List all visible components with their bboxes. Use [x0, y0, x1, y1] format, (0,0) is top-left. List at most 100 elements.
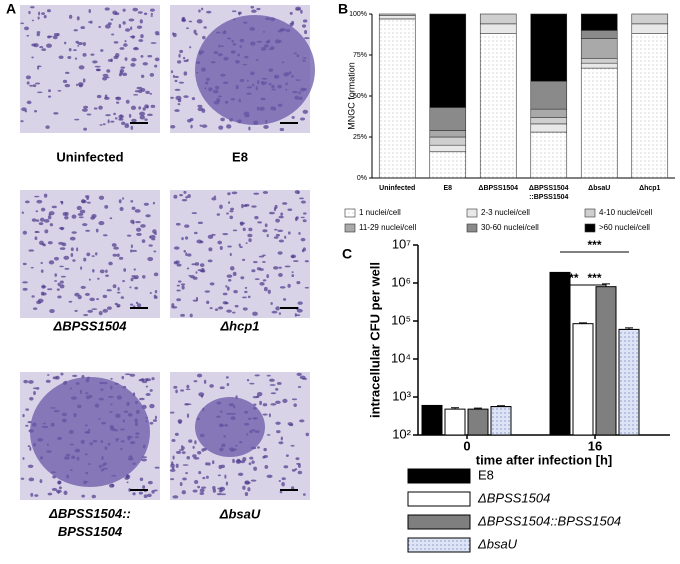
- cell: [150, 104, 156, 108]
- cell: [176, 298, 182, 302]
- cell: [180, 313, 185, 317]
- cell: [121, 121, 126, 126]
- cell: [151, 377, 155, 381]
- cell: [181, 451, 186, 454]
- cell: [43, 219, 50, 223]
- cell: [195, 296, 199, 301]
- cell: [150, 12, 154, 16]
- cell: [105, 114, 111, 117]
- cell: [29, 446, 32, 451]
- cell: [185, 403, 192, 406]
- cell: [250, 479, 257, 482]
- cell: [276, 430, 281, 434]
- cell: [118, 24, 122, 29]
- cell: [287, 283, 291, 288]
- x-tick-label: 16: [588, 438, 602, 453]
- cell: [122, 279, 125, 283]
- cell: [201, 486, 207, 489]
- y-tick-label: 50%: [353, 93, 367, 100]
- cell: [95, 228, 99, 233]
- cell: [68, 300, 73, 303]
- cell: [258, 255, 265, 258]
- error-bar: [474, 407, 482, 410]
- caption: Δhcp1: [219, 318, 259, 333]
- cell: [33, 391, 36, 396]
- cell: [171, 461, 174, 465]
- cell: [102, 76, 108, 81]
- cell: [186, 58, 189, 61]
- cell: [217, 474, 221, 477]
- cell: [38, 11, 41, 16]
- cell: [60, 372, 64, 376]
- cell: [21, 107, 27, 112]
- cell: [48, 89, 51, 93]
- cell: [57, 490, 60, 494]
- cell: [131, 249, 138, 252]
- significance: ***: [564, 271, 578, 285]
- cell: [232, 311, 236, 314]
- cell: [68, 14, 73, 19]
- cell: [209, 282, 215, 286]
- cell: [239, 246, 243, 249]
- cell: [178, 420, 182, 424]
- cell: [254, 374, 260, 377]
- cell: [170, 96, 174, 99]
- cell: [123, 43, 128, 47]
- cell: [183, 71, 188, 76]
- cell: [52, 376, 58, 380]
- cell: [53, 256, 59, 261]
- cell: [24, 26, 30, 31]
- cell: [218, 464, 222, 470]
- cell: [257, 446, 260, 449]
- cell: [175, 450, 182, 455]
- micrograph: [170, 5, 315, 133]
- cell: [289, 22, 294, 27]
- cell: [275, 400, 281, 404]
- cell: [178, 81, 185, 84]
- cell: [205, 462, 209, 466]
- cell: [150, 42, 157, 44]
- cell: [153, 250, 157, 253]
- cell: [220, 493, 227, 496]
- cell: [132, 221, 135, 225]
- bar-segment: [429, 136, 467, 146]
- cell: [133, 268, 136, 271]
- cell: [57, 89, 62, 92]
- cell: [142, 274, 146, 279]
- cell: [147, 257, 154, 262]
- cell: [105, 274, 109, 277]
- cell: [248, 227, 253, 232]
- cell: [92, 60, 98, 64]
- cell: [234, 304, 239, 308]
- cell: [198, 392, 205, 397]
- cell: [43, 193, 48, 198]
- cell: [196, 373, 203, 378]
- cell: [129, 286, 132, 289]
- cell: [116, 305, 120, 308]
- cell: [270, 302, 273, 305]
- cell: [110, 377, 113, 380]
- cell: [94, 65, 101, 68]
- cell: [35, 82, 41, 85]
- bar-segment: [429, 144, 467, 153]
- cell: [247, 295, 251, 299]
- cell: [228, 278, 232, 282]
- cell: [298, 231, 301, 235]
- cell: [48, 213, 51, 216]
- cell: [295, 314, 301, 317]
- cell: [141, 239, 146, 243]
- legend-label: 30-60 nuclei/cell: [481, 223, 539, 232]
- significance: ***: [587, 271, 601, 285]
- cell: [193, 231, 198, 235]
- legend-swatch: [407, 491, 471, 507]
- cell: [43, 14, 47, 19]
- cell: [140, 224, 146, 228]
- cell: [187, 253, 192, 257]
- cell: [107, 59, 113, 62]
- cell: [154, 31, 160, 34]
- cell: [140, 88, 146, 92]
- cell: [262, 191, 269, 194]
- cell: [201, 448, 205, 452]
- cell: [291, 116, 295, 119]
- cell: [266, 374, 271, 377]
